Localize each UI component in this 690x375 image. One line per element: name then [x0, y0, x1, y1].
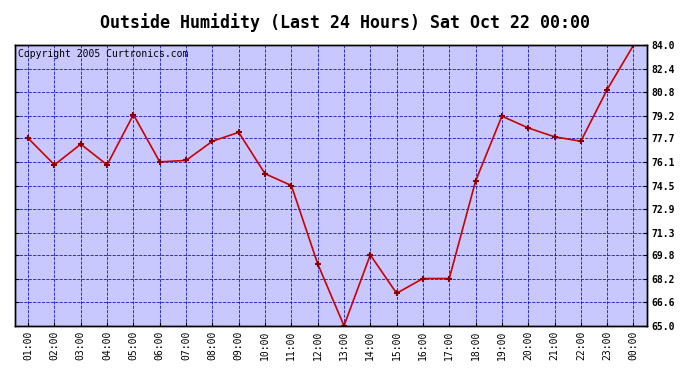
Text: Copyright 2005 Curtronics.com: Copyright 2005 Curtronics.com — [18, 50, 188, 60]
Text: Outside Humidity (Last 24 Hours) Sat Oct 22 00:00: Outside Humidity (Last 24 Hours) Sat Oct… — [100, 13, 590, 32]
